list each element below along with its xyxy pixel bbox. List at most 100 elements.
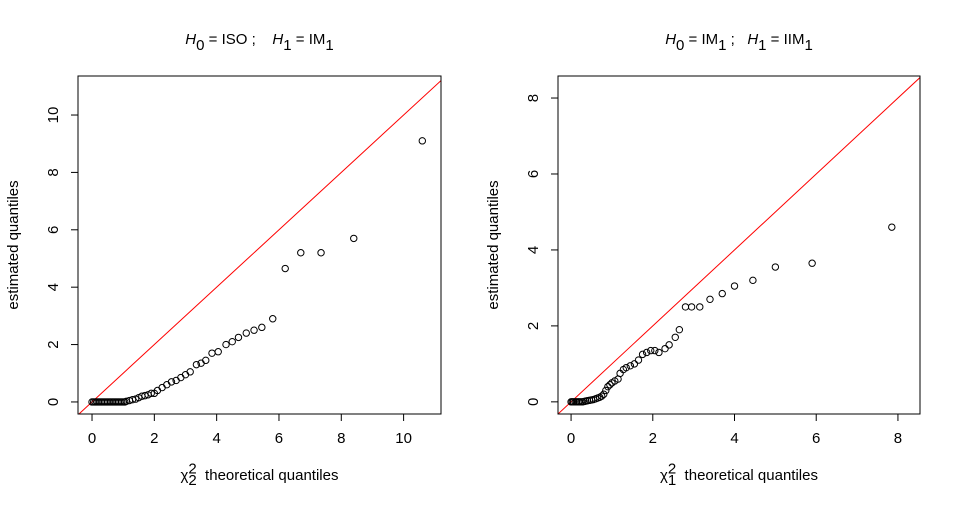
point xyxy=(651,346,659,355)
point xyxy=(163,381,171,389)
y-tick-label: 8 xyxy=(525,94,542,102)
y-tick-label: 8 xyxy=(45,168,62,176)
point xyxy=(671,333,679,341)
point xyxy=(234,333,243,342)
x-tick-label: 8 xyxy=(894,430,902,447)
x-tick-label: 6 xyxy=(275,430,283,447)
point xyxy=(147,389,155,398)
point xyxy=(600,390,608,398)
chart-title-part: 1 xyxy=(283,37,291,54)
y-axis-label: estimated quantiles xyxy=(485,180,502,309)
chart-title-part: H xyxy=(272,31,283,48)
y-tick-label: 0 xyxy=(45,398,62,406)
point xyxy=(687,303,696,311)
point xyxy=(242,329,250,337)
point xyxy=(186,368,194,376)
y-tick-label: 10 xyxy=(45,107,62,124)
point xyxy=(606,381,614,389)
point xyxy=(696,303,704,311)
x-tick-label: 10 xyxy=(395,430,412,447)
chart-title-part: 1 xyxy=(804,37,812,54)
x-tick-label: 4 xyxy=(212,430,220,447)
x-tick-label: 8 xyxy=(337,430,345,447)
point xyxy=(418,137,427,145)
x-axis-label-part: 2 xyxy=(188,461,196,478)
point xyxy=(681,303,690,311)
chart-title-part: H xyxy=(747,31,758,48)
x-axis-label-part: χ xyxy=(181,467,189,484)
point xyxy=(634,356,643,364)
point xyxy=(630,360,639,368)
chart-title-part: = IM xyxy=(684,31,718,48)
x-tick-label: 2 xyxy=(150,430,158,447)
chart-title-part: 1 xyxy=(325,37,333,54)
chart-title-part: = ISO ; xyxy=(204,31,272,48)
point xyxy=(177,373,185,382)
point xyxy=(655,348,663,357)
chart-title-part: = IM xyxy=(292,31,326,48)
point xyxy=(749,276,757,285)
y-tick-label: 6 xyxy=(525,170,542,178)
x-axis-label-part: theoretical quantiles xyxy=(197,467,339,484)
plot-frame xyxy=(557,75,921,415)
point xyxy=(604,382,612,391)
point xyxy=(665,341,673,349)
point xyxy=(250,326,258,334)
x-axis-label: χ 22 theoretical quantiles xyxy=(181,461,339,489)
point xyxy=(622,363,630,372)
point xyxy=(598,392,606,400)
chart-title-part: 0 xyxy=(676,37,684,54)
point xyxy=(675,325,684,334)
x-axis-label: χ 21 theoretical quantiles xyxy=(660,461,818,489)
chart-title-part: = IIM xyxy=(767,31,805,48)
x-tick-label: 0 xyxy=(88,430,96,447)
point xyxy=(297,249,305,257)
chart-title-part: 1 xyxy=(718,37,726,54)
reference-line xyxy=(78,80,441,414)
point xyxy=(771,263,780,271)
y-axis-label: estimated quantiles xyxy=(5,180,22,309)
point xyxy=(642,348,651,357)
point xyxy=(222,340,230,349)
chart-title-part: ; xyxy=(726,31,747,48)
point xyxy=(638,350,647,359)
point xyxy=(258,323,266,332)
point xyxy=(626,362,635,370)
y-tick-label: 4 xyxy=(45,283,62,291)
point xyxy=(808,259,816,267)
point xyxy=(202,356,210,365)
point xyxy=(647,346,655,355)
x-tick-label: 0 xyxy=(567,430,575,447)
x-tick-label: 6 xyxy=(812,430,820,447)
x-axis-label-part: 1 xyxy=(668,472,676,489)
point xyxy=(141,391,149,400)
y-tick-label: 4 xyxy=(525,246,542,254)
point xyxy=(661,344,669,353)
x-axis-label-part: 2 xyxy=(188,472,196,489)
point xyxy=(888,223,896,231)
chart-title-part: 1 xyxy=(758,37,766,54)
chart-title-part: 0 xyxy=(196,37,204,54)
point xyxy=(192,360,201,369)
point xyxy=(214,348,222,356)
x-tick-label: 2 xyxy=(649,430,657,447)
x-axis-label-part: 2 xyxy=(668,461,676,478)
point xyxy=(167,378,176,386)
chart-title-part: H xyxy=(665,31,676,48)
point xyxy=(317,249,325,257)
point xyxy=(718,289,726,298)
plot-frame xyxy=(77,75,442,415)
point xyxy=(281,264,289,273)
x-tick-label: 4 xyxy=(730,430,738,447)
point xyxy=(181,370,190,379)
point xyxy=(730,282,739,290)
point xyxy=(208,349,216,357)
reference-line xyxy=(558,77,920,414)
point xyxy=(228,337,236,346)
y-tick-label: 0 xyxy=(525,398,542,406)
x-axis-label-part: theoretical quantiles xyxy=(676,467,818,484)
point xyxy=(350,234,358,243)
